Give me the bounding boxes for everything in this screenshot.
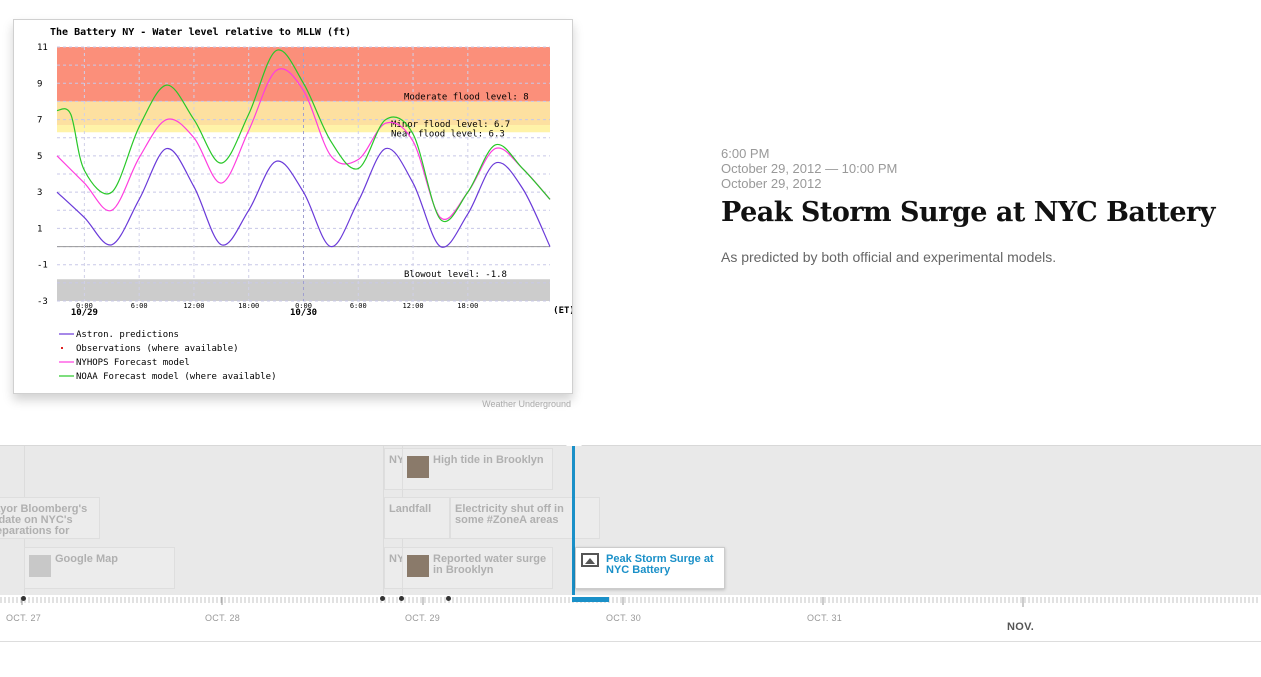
flag-title: NY (389, 553, 405, 565)
x-tick-label: 18:00 (238, 302, 259, 310)
event-dot[interactable] (399, 596, 404, 601)
slide-headline: Peak Storm Surge at NYC Battery (721, 197, 1215, 228)
x-date-label: 10/30 (290, 308, 317, 318)
series-line-astron-predictions (56, 147, 551, 248)
event-dot[interactable] (380, 596, 385, 601)
timeline-flag-water-surge[interactable]: Reported water surge in Brooklyn (402, 547, 553, 589)
flag-title: NY (389, 454, 405, 466)
level-label-near: Near flood level: 6.3 (391, 129, 505, 139)
media-credit: Weather Underground (482, 399, 571, 409)
timeline-flag-bloomberg-update[interactable]: Mayor Bloomberg's update on NYC's prepar… (0, 497, 100, 539)
current-range-highlight (572, 597, 609, 602)
time-start: 6:00 PM (721, 146, 770, 161)
flag-title: Electricity shut off in some #ZoneA area… (455, 503, 564, 526)
event-dot[interactable] (446, 596, 451, 601)
flag-thumbnail (407, 456, 429, 478)
series-line-noaa-forecast-model-where-available (56, 49, 551, 223)
y-tick-label: 7 (37, 116, 42, 126)
y-tick-label: 9 (37, 79, 42, 89)
x-tick-label: 18:00 (457, 302, 478, 310)
timeline-flag-google-map[interactable]: Google Map (24, 547, 175, 589)
timeline-flag-high-tide[interactable]: High tide in Brooklyn (402, 448, 553, 490)
storm-surge-chart-image: 0:00 6:00 12:00 18:00 0:00 6:00 12:00 18:00 10/2… (13, 19, 573, 394)
x-tick-label: 12:00 (183, 302, 204, 310)
date-label-oct30: OCT. 30 (606, 613, 642, 623)
y-tick-label: 11 (37, 43, 48, 53)
flag-thumbnail (407, 555, 429, 577)
level-label-moderate: Moderate flood level: 8 (404, 92, 529, 102)
date-label-nov: NOV. (1007, 621, 1035, 633)
water-level-chart: 0:00 6:00 12:00 18:00 0:00 6:00 12:00 18:00 10/2… (37, 26, 572, 382)
legend-label: NYHOPS Forecast model (76, 358, 190, 368)
flag-title: Landfall (389, 503, 432, 515)
current-time-marker (572, 446, 575, 596)
y-tick-label: 3 (37, 188, 42, 198)
x-tick-label: 0:00 (76, 302, 93, 310)
y-tick-label: -1 (37, 261, 48, 271)
near-flood-band (57, 125, 550, 133)
date-label-oct27: OCT. 27 (6, 613, 42, 623)
level-label-minor: Minor flood level: 6.7 (391, 120, 510, 130)
timeline-flag-electricity[interactable]: Electricity shut off in some #ZoneA area… (450, 497, 600, 539)
date-label-oct31: OCT. 31 (807, 613, 843, 623)
y-tick-label: -3 (37, 297, 48, 307)
date-label-oct28: OCT. 28 (205, 613, 241, 623)
flag-thumbnail (29, 555, 51, 577)
event-dot[interactable] (21, 596, 26, 601)
x-date-label: 10/29 (71, 308, 98, 318)
timeline-flag-landfall[interactable]: Landfall (384, 497, 450, 539)
flag-title: Reported water surge in Brooklyn (433, 553, 547, 576)
x-tick-label: 12:00 (403, 302, 424, 310)
legend-label: NOAA Forecast model (where available) (76, 372, 276, 382)
date-label-oct29: OCT. 29 (405, 613, 441, 623)
flag-title: Mayor Bloomberg's update on NYC's prepar… (0, 503, 88, 537)
legend-label: Observations (where available) (76, 344, 239, 354)
slide-description: As predicted by both official and experi… (721, 249, 1057, 265)
date-end: October 29, 2012 (721, 176, 822, 191)
timeline-ruler[interactable]: OCT. 27 OCT. 28 OCT. 29 OCT. 30 OCT. 31 … (0, 595, 1261, 642)
image-icon (581, 553, 599, 567)
blowout-band (57, 279, 550, 301)
timeline-divider (383, 446, 384, 596)
y-tick-label: 1 (37, 224, 42, 234)
x-tick-label: 6:00 (131, 302, 148, 310)
date-start: October 29, 2012 — 10:00 PM (721, 161, 898, 176)
ruler-ticks (0, 597, 1258, 607)
timeline-pointer-icon (566, 437, 582, 446)
level-label-blowout: Blowout level: -1.8 (404, 270, 507, 280)
timeline-navigator[interactable]: NY High tide in Brooklyn Mayor Bloomberg… (0, 445, 1261, 596)
chart-title: The Battery NY - Water level relative to… (50, 26, 351, 38)
slide-text: 6:00 PM October 29, 2012 — 10:00 PM Octo… (721, 146, 1241, 265)
legend-marker (61, 347, 63, 349)
x-tick-label: 6:00 (350, 302, 367, 310)
moderate-flood-band (57, 47, 550, 102)
flag-title: Peak Storm Surge at NYC Battery (606, 553, 714, 576)
flag-title: Google Map (55, 553, 118, 565)
legend-label: Astron. predictions (76, 330, 179, 340)
timeline-flag-peak-surge-active[interactable]: Peak Storm Surge at NYC Battery (575, 547, 725, 589)
x-tick-label: 0:00 (295, 302, 312, 310)
flag-title: High tide in Brooklyn (433, 454, 544, 466)
y-tick-label: 5 (37, 152, 42, 162)
x-unit-label: (ET) (553, 306, 572, 316)
